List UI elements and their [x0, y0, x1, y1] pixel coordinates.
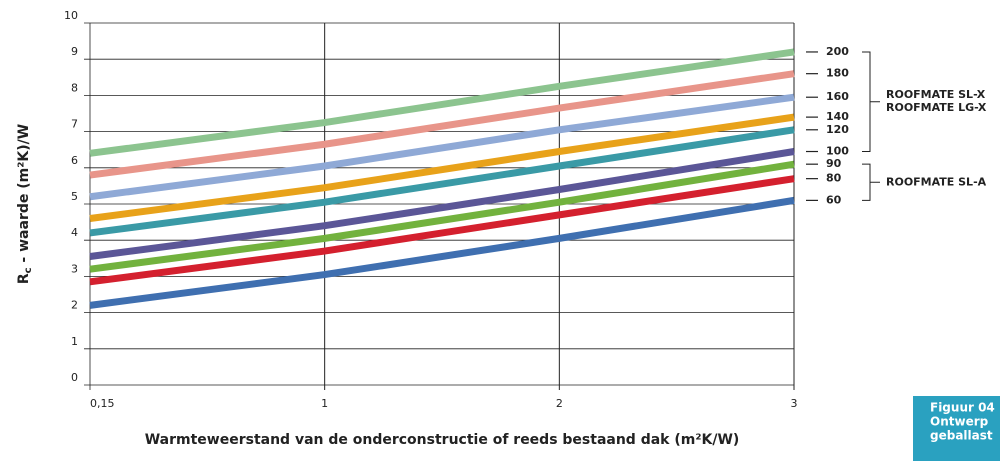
y-tick-label: 2	[71, 299, 78, 312]
x-tick-label: 1	[321, 397, 328, 410]
y-tick-label: 0	[71, 371, 78, 384]
series-line	[89, 93, 795, 201]
group-label: ROOFMATE SL-A	[886, 175, 987, 188]
series-line	[89, 126, 795, 237]
y-label-rest: - waarde (m²K)/W	[16, 124, 32, 268]
y-tick-label: 10	[64, 9, 78, 22]
legend-label: 90	[826, 157, 842, 170]
x-tick-label: 0,15	[90, 397, 115, 410]
legend-label: 160	[826, 90, 849, 103]
series-line	[89, 160, 795, 273]
y-label-base: R	[16, 273, 32, 284]
legend-label: 100	[826, 145, 849, 158]
y-tick-label: 8	[71, 81, 78, 94]
y-label-sub: c	[23, 267, 34, 273]
bracket	[862, 51, 880, 153]
caption-box	[913, 396, 1000, 461]
y-tick-label: 1	[71, 335, 78, 348]
group-label: ROOFMATE SL-X	[886, 88, 986, 101]
y-tick-label: 3	[71, 262, 78, 275]
series-line	[89, 175, 795, 286]
series-line	[89, 113, 795, 222]
legend-label: 80	[826, 172, 842, 185]
y-tick-label: 9	[71, 45, 78, 58]
y-tick-label: 5	[71, 190, 78, 203]
y-tick-label: 6	[71, 154, 78, 167]
caption-line: geballast	[930, 429, 993, 443]
legend-label: 180	[826, 67, 849, 80]
bracket	[862, 163, 880, 201]
caption-line: Ontwerp	[930, 415, 989, 429]
legend-label: 60	[826, 193, 842, 206]
group-label: ROOFMATE LG-X	[886, 101, 987, 114]
legend-label: 200	[826, 45, 849, 58]
series-line	[89, 70, 795, 179]
y-axis-label: Rc - waarde (m²K)/W	[16, 124, 34, 284]
legend-label: 120	[826, 123, 849, 136]
caption-line: Figuur 04	[930, 401, 995, 415]
x-tick-label: 2	[556, 397, 563, 410]
x-axis-label: Warmteweerstand van de onderconstructie …	[145, 432, 740, 448]
x-tick-label: 3	[791, 397, 798, 410]
series-line	[89, 48, 795, 157]
legend-label: 140	[826, 110, 849, 123]
y-tick-label: 4	[71, 226, 78, 239]
series-line	[89, 196, 795, 309]
series-line	[89, 148, 795, 260]
y-tick-label: 7	[71, 118, 78, 131]
